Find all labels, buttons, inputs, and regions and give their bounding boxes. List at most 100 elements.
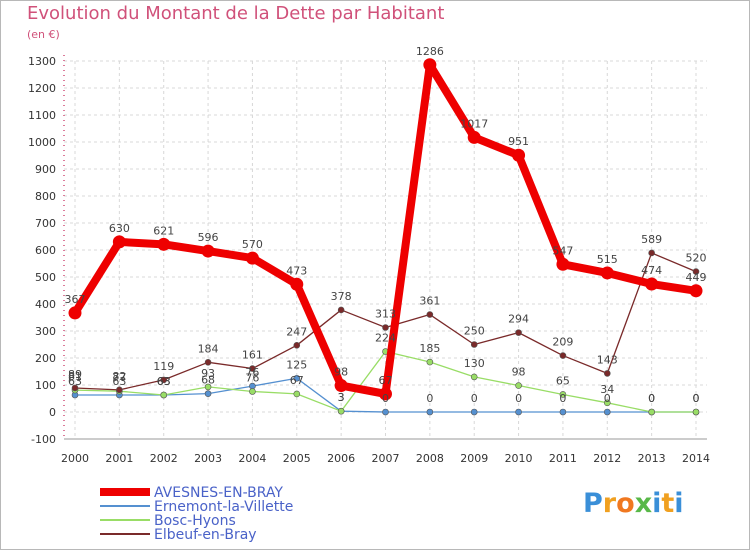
data-point (470, 408, 478, 416)
data-point (603, 370, 611, 377)
data-point (204, 383, 212, 391)
data-label: 130 (464, 357, 485, 370)
x-tick-label: 2003 (194, 452, 222, 465)
data-point (160, 391, 168, 399)
y-tick-label: 1000 (28, 136, 56, 149)
data-point (245, 251, 259, 265)
data-label: 630 (109, 222, 130, 235)
data-point (116, 386, 123, 394)
y-tick-label: 200 (35, 352, 56, 365)
data-label: 589 (641, 233, 662, 246)
data-label: 449 (686, 271, 707, 284)
data-label: 143 (597, 353, 618, 366)
data-point (648, 249, 655, 257)
data-point (512, 148, 526, 162)
data-point (71, 384, 79, 392)
data-point (379, 387, 392, 401)
data-label: 1286 (416, 45, 444, 58)
data-label: 0 (693, 392, 700, 405)
x-tick-label: 2000 (61, 452, 89, 465)
data-label: 63 (157, 375, 171, 388)
data-label: 34 (600, 383, 614, 396)
data-label: 951 (508, 135, 529, 148)
data-label: 0 (471, 392, 478, 405)
data-label: 294 (508, 313, 529, 326)
data-point (556, 257, 570, 271)
proxiti-logo: Proxiti (583, 488, 684, 519)
data-point (692, 408, 700, 416)
data-point (426, 358, 434, 366)
data-point (293, 374, 301, 382)
data-label: 378 (331, 290, 352, 303)
data-label: 161 (242, 349, 263, 362)
data-label: 125 (286, 358, 307, 371)
data-label: 77 (112, 371, 126, 384)
data-label: 63 (68, 375, 82, 388)
x-tick-label: 2007 (372, 452, 400, 465)
data-label: 185 (419, 342, 440, 355)
y-tick-label: -100 (31, 433, 56, 446)
data-point (337, 407, 345, 415)
data-label: 361 (419, 295, 440, 308)
data-point (204, 359, 212, 366)
y-tick-label: 1300 (28, 55, 56, 68)
data-point (603, 408, 611, 416)
x-tick-label: 2010 (505, 452, 533, 465)
grid-layer (64, 60, 707, 440)
data-label: 0 (559, 392, 566, 405)
data-label: 89 (68, 368, 82, 381)
data-label: 82 (112, 370, 126, 383)
data-label: 250 (464, 325, 485, 338)
x-tick-label: 2014 (682, 452, 710, 465)
data-label: 63 (112, 375, 126, 388)
data-label: 76 (245, 366, 259, 379)
x-tick-label: 2013 (638, 452, 666, 465)
data-point (382, 324, 389, 331)
data-point (515, 408, 522, 416)
data-label: 0 (515, 392, 522, 405)
data-label: 93 (201, 367, 215, 380)
y-tick-label: 600 (35, 244, 56, 257)
data-point (290, 277, 304, 291)
logo-letter: o (616, 488, 635, 519)
data-label: 0 (648, 392, 655, 405)
data-label: 547 (552, 244, 573, 257)
y-tick-label: 1100 (28, 109, 56, 122)
x-tick-label: 2006 (327, 452, 355, 465)
data-label: 67 (379, 374, 393, 387)
data-label: 520 (686, 252, 707, 265)
data-point (600, 266, 614, 280)
legend-label: AVESNES-EN-BRAY (154, 485, 283, 501)
data-label: 0 (382, 392, 389, 405)
data-point (334, 379, 348, 393)
logo-letter: r (602, 488, 617, 519)
data-label: 224 (375, 332, 396, 345)
data-point (515, 329, 522, 336)
data-point (382, 408, 389, 416)
data-point (645, 277, 659, 291)
data-label: 67 (290, 374, 304, 387)
legend-label: Bosc-Hyons (154, 513, 236, 529)
x-tick-label: 2005 (283, 452, 311, 465)
data-label: 1017 (460, 117, 488, 130)
data-label: 81 (68, 370, 82, 383)
data-point (559, 352, 567, 359)
chart-title: Evolution du Montant de la Dette par Hab… (27, 3, 445, 24)
logo-letter: i (674, 488, 684, 519)
y-tick-label: 400 (35, 298, 56, 311)
x-tick-label: 2009 (460, 452, 488, 465)
data-label: 596 (198, 231, 219, 244)
y-tick-label: 1200 (28, 82, 56, 95)
data-point (559, 408, 567, 416)
x-tick-label: 2011 (549, 452, 577, 465)
data-point (692, 268, 700, 275)
logo-letter: t (661, 488, 675, 519)
data-point (112, 235, 126, 249)
data-label: 0 (604, 392, 611, 405)
data-label: 98 (512, 366, 526, 379)
data-label: 3 (338, 391, 345, 404)
data-label: 313 (375, 307, 396, 320)
data-label: 68 (201, 374, 215, 387)
data-label: 184 (198, 342, 219, 355)
